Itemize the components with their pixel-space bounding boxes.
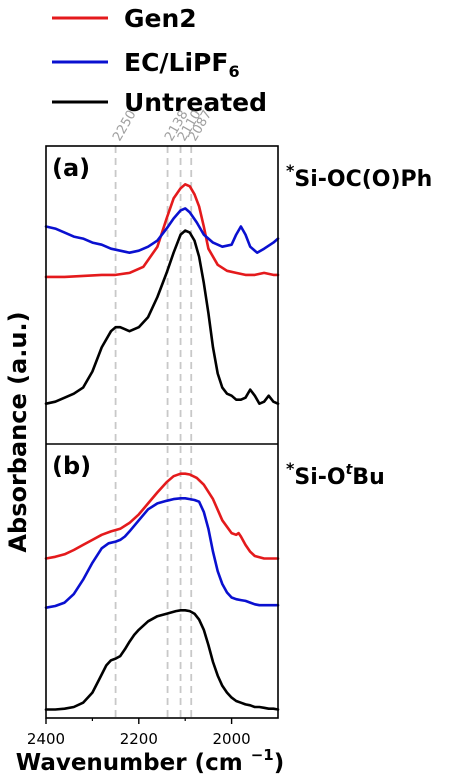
x-axis-label: Wavenumber (cm −1) [16, 746, 284, 776]
panel-label-0: (a) [52, 154, 90, 182]
x-tick-label-2000: 2000 [213, 730, 251, 748]
y-axis-label: Absorbance (a.u.) [4, 311, 32, 552]
panel-annotation-0: *Si-OC(O)Ph [286, 161, 432, 192]
x-tick-label-2200: 2200 [120, 730, 158, 748]
series-line-0-0 [44, 183, 280, 279]
series-line-1-0 [44, 472, 280, 560]
series-line-0-2 [44, 229, 280, 405]
panel-label-1: (b) [52, 452, 91, 480]
legend-label-0: Gen2 [124, 4, 197, 33]
series-line-1-1 [44, 497, 280, 609]
panel-annotation-1: *Si-OtBu [286, 459, 385, 490]
series-line-1-2 [44, 609, 280, 711]
reference-label-2250: 2250 [110, 108, 140, 144]
legend-label-2: Untreated [124, 88, 267, 117]
series-line-0-1 [44, 207, 280, 254]
x-tick-label-2400: 2400 [27, 730, 65, 748]
panels: (a) *Si-OC(O)Ph (b) *Si-OtBu [44, 154, 432, 711]
plot-frame [45, 145, 279, 719]
legend: Gen2 EC/LiPF6 Untreated [52, 4, 267, 117]
legend-label-1: EC/LiPF6 [124, 48, 240, 81]
